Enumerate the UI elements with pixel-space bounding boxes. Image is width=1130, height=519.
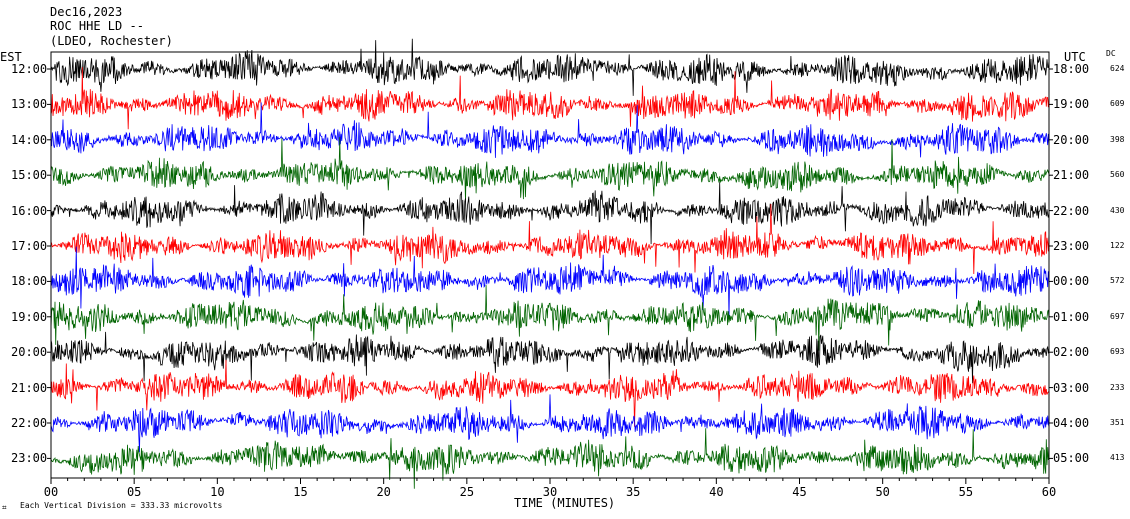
utc-hour-label: 05:00 [1053, 451, 1090, 466]
date-label: Dec16,2023 [50, 5, 123, 19]
trace-2200 [50, 394, 1050, 453]
utc-hour-label: 22:00 [1053, 203, 1090, 218]
plot-frame [50, 51, 1050, 479]
x-tick-label: 45 [792, 485, 806, 499]
est-hour-label: 20:00 [11, 345, 48, 360]
x-tick-label: 05 [127, 485, 141, 499]
utc-hour-label: 00:00 [1053, 274, 1090, 289]
est-hour-label: 16:00 [11, 203, 48, 218]
utc-hour-label: 21:00 [1053, 168, 1090, 183]
x-tick-label: 10 [210, 485, 224, 499]
est-hour-label: 15:00 [11, 168, 48, 183]
x-tick-label: 55 [959, 485, 973, 499]
est-hour-label: 21:00 [11, 380, 48, 395]
utc-hour-label: 19:00 [1053, 97, 1090, 112]
x-tick-label: 20 [376, 485, 390, 499]
est-hour-label: 12:00 [11, 62, 48, 76]
trace-2100 [50, 359, 1050, 427]
station-label: ROC HHE LD -- [50, 19, 144, 33]
est-hour-label: 13:00 [11, 97, 48, 112]
trace-1500 [50, 136, 1050, 202]
x-tick-label: 30 [543, 485, 557, 499]
x-tick-label: 25 [460, 485, 474, 499]
est-hour-label: 17:00 [11, 239, 48, 253]
utc-hour-label: 03:00 [1053, 380, 1090, 395]
corner-mark: ⌗ [2, 503, 7, 512]
x-tick-label: 35 [626, 485, 640, 499]
dc-offset-value: 697 [1110, 311, 1125, 321]
est-hour-label: 18:00 [11, 274, 48, 289]
dc-offset-value: 233 [1110, 382, 1125, 392]
trace-1900 [50, 285, 1050, 351]
x-tick-label: 60 [1042, 485, 1056, 499]
utc-hour-label: 23:00 [1053, 239, 1090, 253]
est-hour-label: 22:00 [11, 416, 48, 430]
network-label: (LDEO, Rochester) [50, 34, 173, 48]
dc-column-label: DC [1106, 49, 1116, 58]
x-tick-label: 40 [709, 485, 723, 499]
trace-1700 [50, 203, 1050, 275]
dc-offset-value: 693 [1110, 347, 1125, 357]
dc-offset-value: 413 [1110, 453, 1125, 463]
utc-axis-label: UTC [1064, 50, 1086, 64]
x-axis-title: TIME (MINUTES) [514, 496, 616, 510]
x-tick-label: 15 [293, 485, 307, 499]
utc-hour-label: 20:00 [1053, 132, 1090, 147]
utc-hour-label: 04:00 [1053, 416, 1090, 430]
est-axis-label: EST [0, 50, 22, 64]
trace-1200 [50, 38, 1050, 96]
trace-1800 [50, 246, 1050, 319]
utc-hour-label: 01:00 [1053, 309, 1090, 324]
x-tick-label: 50 [875, 485, 889, 499]
trace-1300 [50, 67, 1050, 130]
dc-offset-value: 430 [1110, 205, 1125, 215]
dc-offset-value: 572 [1110, 276, 1125, 286]
dc-offset-value: 624 [1110, 64, 1125, 73]
trace-1600 [50, 182, 1050, 245]
dc-offset-value: 122 [1110, 241, 1125, 250]
dc-offset-value: 560 [1110, 170, 1125, 180]
scale-note: Each Vertical Division = 333.33 microvol… [20, 501, 223, 510]
est-hour-label: 23:00 [11, 451, 48, 466]
dc-offset-value: 351 [1110, 418, 1125, 427]
dc-offset-value: 609 [1110, 99, 1125, 109]
dc-offset-value: 398 [1110, 134, 1125, 144]
utc-hour-label: 18:00 [1053, 62, 1090, 76]
trace-1400 [50, 102, 1050, 158]
utc-hour-label: 02:00 [1053, 345, 1090, 360]
trace-2000 [50, 331, 1050, 384]
est-hour-label: 14:00 [11, 132, 48, 147]
trace-2300 [50, 428, 1050, 489]
x-tick-label: 00 [44, 485, 58, 499]
est-hour-label: 19:00 [11, 309, 48, 324]
